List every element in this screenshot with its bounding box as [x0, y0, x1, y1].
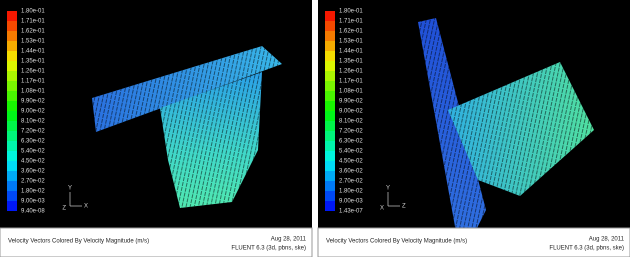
axis-label: X: [84, 204, 88, 210]
legend-swatch: [325, 41, 335, 51]
legend-label: 8.10e-02: [339, 119, 363, 125]
legend-swatch: [7, 191, 17, 201]
legend-label: 1.62e-01: [21, 29, 45, 35]
footer-date: Aug 28, 2011: [589, 237, 625, 243]
legend-label: 7.20e-02: [339, 129, 363, 135]
legend-label: 1.71e-01: [21, 19, 45, 25]
legend-swatch: [325, 181, 335, 191]
legend-swatch: [7, 21, 17, 31]
legend-swatch: [325, 71, 335, 81]
legend-label: 9.00e-03: [339, 199, 363, 205]
legend-swatch: [325, 91, 335, 101]
legend-swatch: [7, 111, 17, 121]
legend-label: 9.90e-02: [339, 99, 363, 105]
legend-swatch: [325, 131, 335, 141]
legend-swatch: [7, 31, 17, 41]
panel: 1.80e-01 1.71e-01 1.62e-01 1.53e-01 1.44e-01…: [318, 0, 630, 257]
legend-swatch: [7, 121, 17, 131]
legend-label: 3.60e-02: [21, 169, 45, 175]
legend-label: 1.26e-01: [21, 69, 45, 75]
legend-label: 8.10e-02: [21, 119, 45, 125]
legend-swatch: [325, 51, 335, 61]
axis-label: X: [380, 206, 384, 212]
legend-label: 1.35e-01: [21, 59, 45, 65]
legend-swatch: [7, 71, 17, 81]
legend-label: 1.44e-01: [339, 49, 363, 55]
legend-label: 1.53e-01: [21, 39, 45, 45]
legend-swatch: [7, 101, 17, 111]
axis-label: Y: [68, 186, 72, 192]
legend-label: 9.00e-02: [339, 109, 363, 115]
legend-label: 9.00e-03: [21, 199, 45, 205]
legend-swatch: [7, 141, 17, 151]
legend-label: 1.80e-01: [21, 9, 45, 15]
legend-label: 1.80e-02: [21, 189, 45, 195]
legend-label: 9.00e-02: [21, 109, 45, 115]
legend-swatch: [325, 191, 335, 201]
legend-label: 5.40e-02: [21, 149, 45, 155]
legend-label: 1.80e-02: [339, 189, 363, 195]
legend-swatch: [325, 171, 335, 181]
legend-swatch: [7, 51, 17, 61]
footer-title: Velocity Vectors Colored By Velocity Mag…: [326, 239, 467, 245]
legend-swatch: [325, 81, 335, 91]
legend-label: 4.50e-02: [339, 159, 363, 165]
legend-swatch: [7, 41, 17, 51]
legend-swatch: [325, 151, 335, 161]
footer-version: FLUENT 6.3 (3d, pbns, ske): [549, 246, 624, 252]
legend-label: 4.50e-02: [21, 159, 45, 165]
legend-swatch: [7, 91, 17, 101]
legend-label: 1.80e-01: [339, 9, 363, 15]
legend-swatch: [325, 111, 335, 121]
legend-swatch: [325, 31, 335, 41]
footer-date: Aug 28, 2011: [271, 237, 307, 243]
screenshot: 1.80e-01 1.71e-01 1.62e-01 1.53e-01 1.44e-01…: [0, 0, 630, 257]
legend-label: 1.17e-01: [339, 79, 363, 85]
footer-title: Velocity Vectors Colored By Velocity Mag…: [8, 239, 149, 245]
legend-swatch: [325, 61, 335, 71]
viewport: [0, 0, 312, 228]
axis-label: Z: [402, 204, 406, 210]
legend-swatch: [325, 141, 335, 151]
legend-swatch: [325, 11, 335, 21]
legend-label: 1.71e-01: [339, 19, 363, 25]
legend-swatch: [325, 121, 335, 131]
legend-swatch: [7, 61, 17, 71]
axis-label: Y: [386, 186, 390, 192]
panel: 1.80e-01 1.71e-01 1.62e-01 1.53e-01 1.44e-01…: [0, 0, 312, 257]
legend-swatch: [7, 161, 17, 171]
legend-swatch: [325, 21, 335, 31]
legend-label: 1.35e-01: [339, 59, 363, 65]
legend-label: 2.70e-02: [21, 179, 45, 185]
legend-label: 1.62e-01: [339, 29, 363, 35]
footer-version: FLUENT 6.3 (3d, pbns, ske): [231, 246, 306, 252]
legend-label: 1.08e-01: [339, 89, 363, 95]
legend-label: 3.60e-02: [339, 169, 363, 175]
legend-label: 7.20e-02: [21, 129, 45, 135]
legend-swatch: [325, 201, 335, 211]
legend-swatch: [7, 181, 17, 191]
legend-swatch: [325, 101, 335, 111]
legend-label: 1.26e-01: [339, 69, 363, 75]
legend-swatch: [7, 11, 17, 21]
legend-swatch: [7, 171, 17, 181]
legend-label: 1.08e-01: [21, 89, 45, 95]
legend-swatch: [7, 131, 17, 141]
legend-label: 1.43e-07: [339, 209, 363, 215]
legend-swatch: [7, 151, 17, 161]
legend-swatch: [7, 201, 17, 211]
legend-label: 9.40e-08: [21, 209, 45, 215]
legend-label: 6.30e-02: [339, 139, 363, 145]
legend-label: 1.53e-01: [339, 39, 363, 45]
legend-label: 5.40e-02: [339, 149, 363, 155]
legend-swatch: [7, 81, 17, 91]
legend-label: 9.90e-02: [21, 99, 45, 105]
axis-label: Z: [62, 206, 66, 212]
legend-label: 1.44e-01: [21, 49, 45, 55]
legend-label: 6.30e-02: [21, 139, 45, 145]
legend-label: 1.17e-01: [21, 79, 45, 85]
legend-swatch: [325, 161, 335, 171]
legend-label: 2.70e-02: [339, 179, 363, 185]
